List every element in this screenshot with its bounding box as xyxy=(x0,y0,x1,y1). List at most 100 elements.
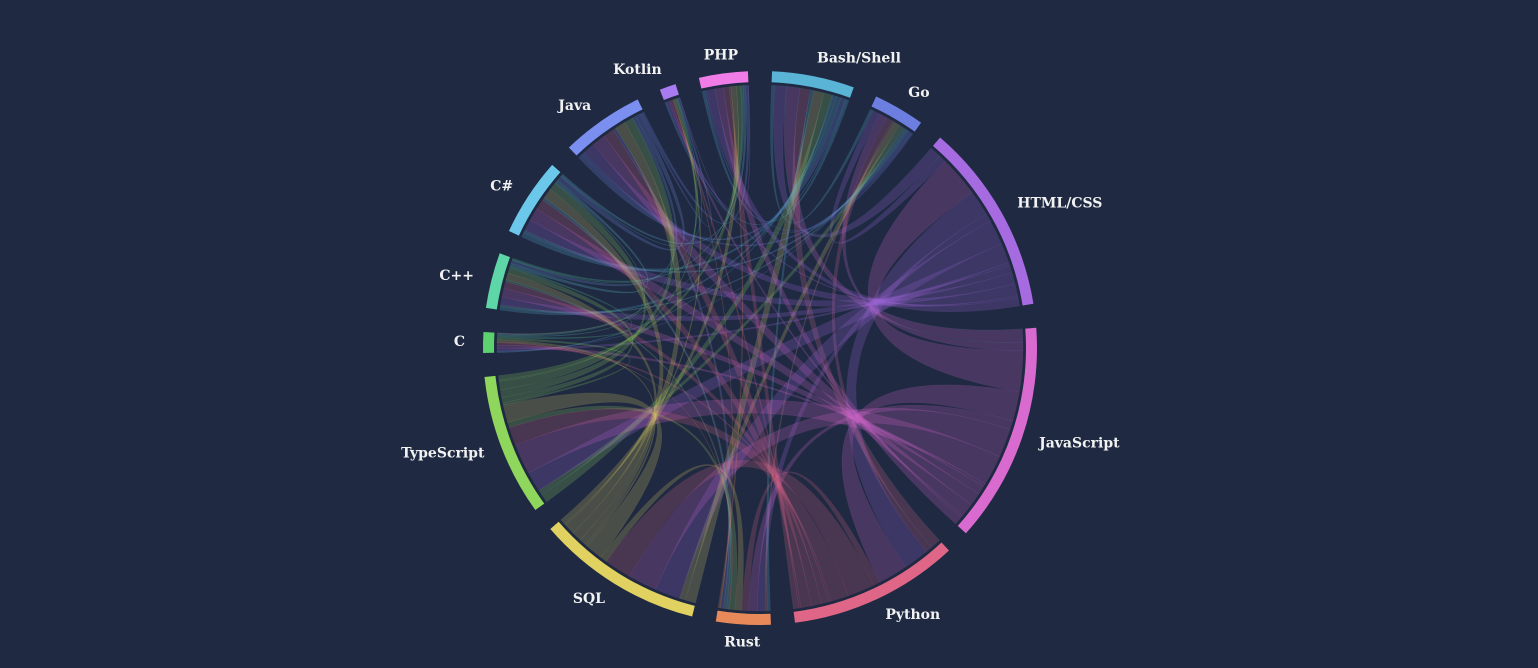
group-arc xyxy=(698,71,749,89)
group-label: TypeScript xyxy=(401,445,485,461)
ribbon xyxy=(500,183,646,398)
ribbon xyxy=(538,124,905,496)
ribbon xyxy=(505,272,658,545)
ribbon xyxy=(523,129,909,273)
ribbon xyxy=(524,219,1016,307)
ribbon xyxy=(603,129,812,609)
ribbon xyxy=(498,117,675,391)
arcs xyxy=(483,71,1037,626)
ribbon xyxy=(500,265,1013,321)
ribbon xyxy=(498,98,697,382)
group-arc xyxy=(659,84,679,100)
ribbon xyxy=(510,115,678,287)
ribbon xyxy=(783,86,1024,343)
ribbon xyxy=(497,182,646,337)
ribbon xyxy=(496,337,631,406)
ribbon xyxy=(560,97,703,247)
group-arc xyxy=(550,521,695,617)
ribbon xyxy=(792,87,940,548)
group-label: PHP xyxy=(704,48,739,64)
ribbon xyxy=(564,98,702,526)
ribbon xyxy=(670,99,802,609)
ribbon xyxy=(498,85,743,381)
ribbon xyxy=(543,189,664,541)
ribbon xyxy=(639,97,713,228)
ribbon xyxy=(593,135,972,516)
ribbon xyxy=(668,100,964,518)
ribbon xyxy=(505,279,733,610)
group-label: Bash/Shell xyxy=(817,51,901,67)
ribbon xyxy=(764,120,895,612)
ribbon xyxy=(565,122,682,534)
ribbons xyxy=(496,84,1024,612)
ribbon xyxy=(655,220,1002,599)
ribbon xyxy=(541,92,833,503)
ribbon xyxy=(770,84,874,224)
ribbon xyxy=(501,267,634,404)
ribbon xyxy=(496,341,733,610)
ribbon xyxy=(496,127,905,352)
ribbon xyxy=(831,117,932,552)
group-label: HTML/CSS xyxy=(1017,196,1102,212)
ribbon xyxy=(507,405,738,611)
ribbon xyxy=(606,460,874,597)
group-arc xyxy=(484,375,545,511)
ribbon xyxy=(717,86,744,609)
ribbon xyxy=(748,404,1014,612)
ribbon xyxy=(704,90,914,232)
group-label: JavaScript xyxy=(1037,436,1120,452)
ribbon xyxy=(528,243,1010,491)
ribbon xyxy=(629,407,1011,590)
ribbon xyxy=(664,98,847,225)
ribbon xyxy=(529,208,980,506)
group-label: Go xyxy=(908,85,929,101)
ribbon xyxy=(511,85,745,283)
group-arc xyxy=(771,71,854,98)
ribbon xyxy=(515,399,1000,485)
ribbon xyxy=(560,85,747,245)
group-arc xyxy=(508,164,561,236)
ribbon xyxy=(502,392,663,558)
group-arc xyxy=(793,542,950,623)
ribbon xyxy=(679,84,751,220)
ribbon xyxy=(496,94,834,353)
group-label: Rust xyxy=(724,634,761,650)
ribbon xyxy=(641,85,750,225)
ribbon xyxy=(867,160,1024,393)
ribbon xyxy=(511,98,699,284)
ribbon xyxy=(496,342,831,603)
ribbon xyxy=(496,262,1010,352)
ribbon xyxy=(841,384,1020,583)
ribbon xyxy=(509,408,849,602)
group-arc xyxy=(568,99,643,156)
ribbon xyxy=(773,85,941,238)
group-label: Kotlin xyxy=(613,62,661,78)
labels: Bash/Shell Go HTML/CSS JavaScript Python Rust… xyxy=(401,48,1120,651)
ribbon xyxy=(583,144,1019,307)
ribbon xyxy=(496,265,633,339)
ribbon xyxy=(679,121,900,601)
ribbon xyxy=(846,192,987,568)
ribbon xyxy=(706,88,1020,313)
ribbon xyxy=(509,179,649,294)
group-arc xyxy=(957,327,1037,534)
ribbon xyxy=(557,113,685,251)
ribbon xyxy=(665,101,912,234)
ribbon xyxy=(578,97,846,241)
ribbon xyxy=(841,113,1024,351)
ribbon xyxy=(766,89,814,612)
ribbon xyxy=(497,85,743,335)
ribbon xyxy=(496,339,656,547)
ribbon xyxy=(581,130,912,247)
group-label: C# xyxy=(490,179,513,195)
ribbon xyxy=(499,127,907,314)
ribbon xyxy=(499,95,837,316)
ribbon xyxy=(722,86,800,610)
ribbon xyxy=(714,87,962,525)
ribbon xyxy=(560,85,739,525)
ribbon xyxy=(536,199,822,607)
ribbon xyxy=(666,101,1019,307)
ribbon xyxy=(501,288,984,495)
ribbon xyxy=(612,127,732,609)
ribbon xyxy=(741,471,881,612)
